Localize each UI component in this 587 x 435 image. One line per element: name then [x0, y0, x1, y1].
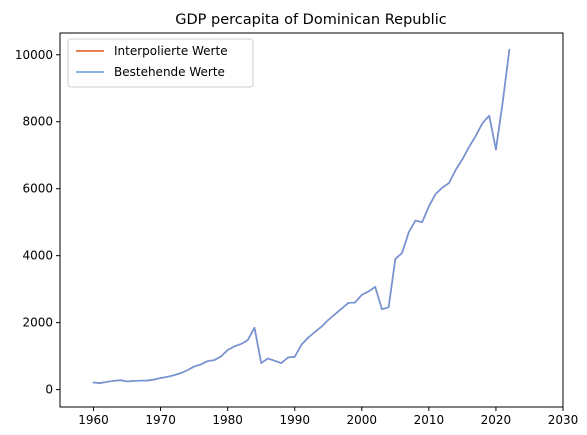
legend-label-existing: Bestehende Werte [114, 65, 225, 79]
chart-title: GDP percapita of Dominican Republic [175, 12, 446, 28]
x-tick-label: 1970 [145, 413, 176, 427]
series-layer [92, 48, 511, 384]
series-line-existing [92, 48, 511, 384]
legend-box [67, 38, 254, 88]
x-tick-label: 1960 [78, 413, 109, 427]
x-tick-label: 2010 [414, 413, 445, 427]
x-tick-label: 2020 [481, 413, 512, 427]
y-tick-label: 2000 [22, 316, 53, 330]
axes-layer [59, 32, 564, 408]
legend-label-interpolated: Interpolierte Werte [114, 44, 228, 58]
x-tick-label: 1990 [279, 413, 310, 427]
plot-area [60, 33, 563, 407]
y-tick-label: 4000 [22, 249, 53, 263]
x-tick-label: 1980 [212, 413, 243, 427]
x-tick-label: 2030 [548, 413, 579, 427]
y-tick-label: 10000 [15, 48, 53, 62]
y-tick-label: 8000 [22, 115, 53, 129]
y-axis-ticks: 0 2000 4000 6000 8000 10000 [15, 48, 60, 397]
y-tick-label: 6000 [22, 182, 53, 196]
y-tick-label: 0 [45, 383, 53, 397]
legend: Interpolierte Werte Bestehende Werte [67, 38, 254, 88]
x-axis-ticks: 1960 1970 1980 1990 2000 2010 2020 2030 [78, 407, 578, 427]
x-tick-label: 2000 [347, 413, 378, 427]
axes-frame [59, 32, 564, 408]
